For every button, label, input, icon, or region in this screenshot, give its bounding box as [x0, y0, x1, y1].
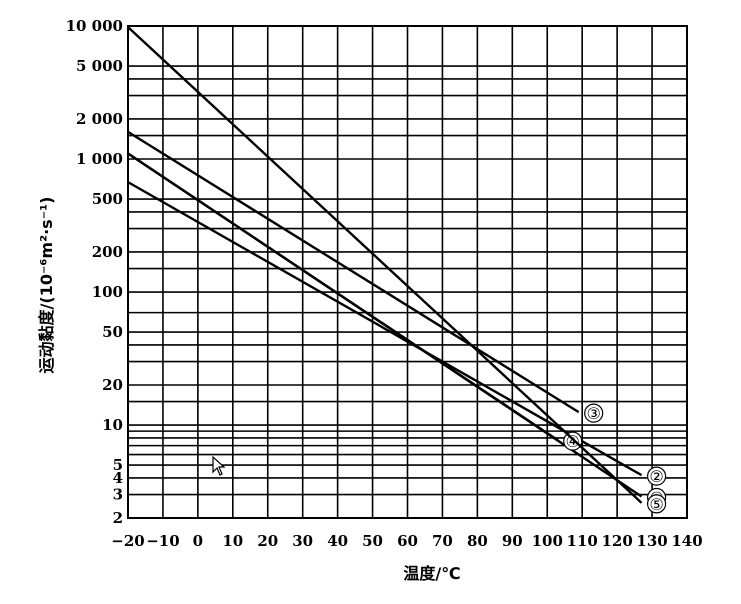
x-tick-label: −20 — [111, 532, 144, 550]
y-tick-label: 3 — [113, 486, 123, 504]
y-tick-label: 2 — [113, 509, 123, 527]
series-label: ③ — [587, 404, 601, 423]
series-label-circle — [646, 494, 667, 514]
y-tick-label: 2 000 — [76, 110, 123, 128]
series-line-3 — [127, 130, 580, 414]
y-tick-label: 100 — [92, 283, 123, 301]
series-line-4 — [127, 152, 559, 442]
y-tick-label: 200 — [92, 243, 123, 261]
gridlines — [127, 25, 688, 519]
y-tick-label: 20 — [102, 376, 123, 394]
series-line-2 — [127, 181, 643, 477]
series-label-circle — [646, 466, 667, 486]
x-tick-label: 30 — [292, 532, 313, 550]
x-tick-label: 50 — [362, 532, 383, 550]
x-tick-label: 0 — [193, 532, 203, 550]
mouse-cursor-icon — [212, 456, 226, 476]
tick-labels: −20 −10 0 10 20 30 40 50 60 70 80 90 100 110 120 130 140… — [66, 17, 703, 550]
y-tick-label: 5 — [113, 456, 123, 474]
x-tick-label: 40 — [327, 532, 348, 550]
series-line-5 — [127, 26, 643, 504]
x-tick-label: 100 — [532, 532, 563, 550]
y-tick-label: 50 — [102, 323, 123, 341]
x-tick-label: 80 — [467, 532, 488, 550]
x-axis-label: 温度/℃ — [402, 564, 460, 583]
y-tick-label: 500 — [92, 190, 123, 208]
y-tick-label: 4 — [113, 469, 123, 487]
y-axis-label: 运动黏度/(10⁻⁶m²·s⁻¹) — [37, 197, 56, 374]
x-tick-label: 110 — [567, 532, 598, 550]
x-tick-label: 120 — [601, 532, 632, 550]
series-label-circle — [584, 403, 604, 423]
x-tick-label: 60 — [397, 532, 418, 550]
y-tick-label: 1 000 — [76, 150, 123, 168]
series-label-circle — [563, 431, 583, 451]
y-tick-label: 5 000 — [76, 57, 123, 75]
y-tick-label: 10 000 — [66, 17, 123, 35]
x-tick-label: 70 — [432, 532, 453, 550]
y-tick-label: 10 — [102, 416, 123, 434]
x-tick-label: 90 — [502, 532, 523, 550]
plot-frame — [127, 25, 688, 519]
x-tick-label: 130 — [636, 532, 667, 550]
x-tick-label: 20 — [257, 532, 278, 550]
series-label: ② — [649, 467, 663, 486]
series-lines: ①②③④⑤ — [127, 26, 667, 514]
x-tick-label: −10 — [146, 532, 179, 550]
x-tick-label: 140 — [671, 532, 702, 550]
series-label: ⑤ — [649, 495, 663, 514]
x-tick-label: 10 — [222, 532, 243, 550]
